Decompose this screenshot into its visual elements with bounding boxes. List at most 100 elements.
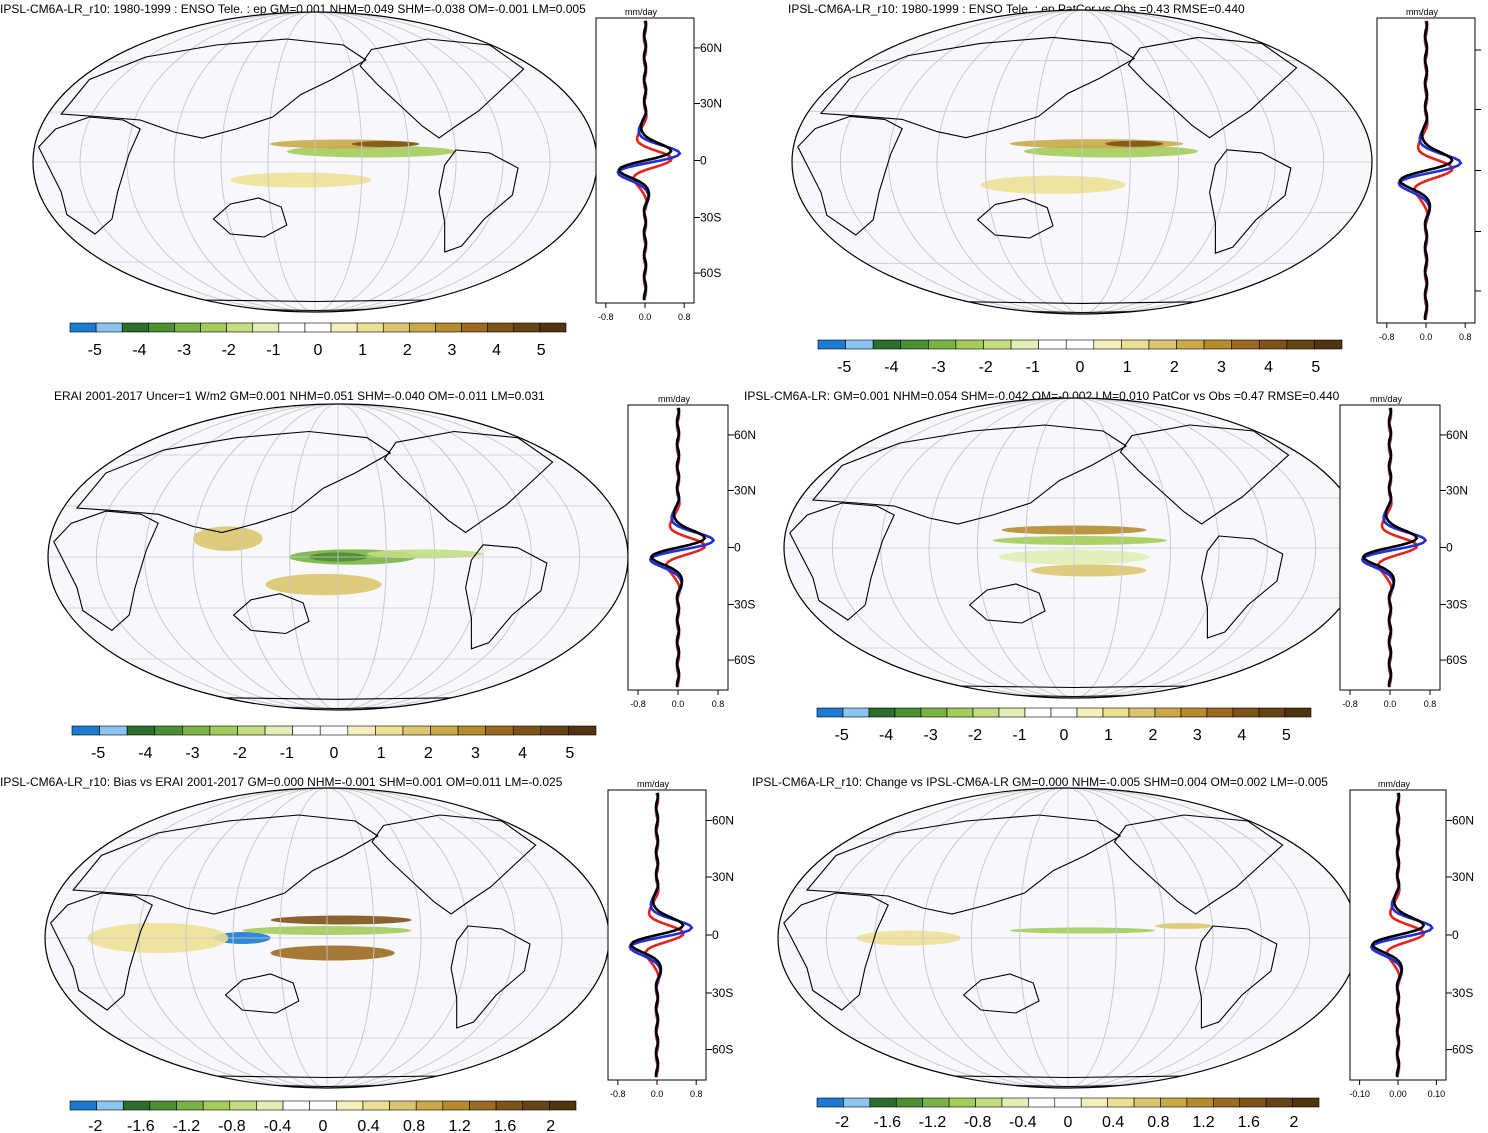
colorbar-swatch [457,725,486,736]
colorbar-label: 3 [1193,727,1202,744]
coastline [976,197,1054,239]
colorbar-label: -2 [835,1114,849,1131]
colorbar-label: -4 [884,359,898,376]
colorbar-swatch [69,1100,97,1111]
anomaly-region [1010,927,1155,934]
lat-tick-label: 60S [1446,653,1467,667]
coastline [75,430,392,534]
coastline [962,973,1040,1014]
coastline [60,38,367,139]
colorbar-label: 1 [358,342,367,359]
colorbar-swatch [309,1100,337,1111]
colorbar-swatch [292,725,321,736]
lat-tick-label: 0 [734,541,741,555]
colorbar-label: -0.4 [264,1118,292,1133]
lat-tick-label: 30N [712,870,734,884]
colorbar-swatch [946,707,974,718]
profile-unit-label: mm/day [658,394,691,404]
lat-tick-label: 60N [700,41,722,55]
panel-3: mm/day 60N 30N 0 30S 60S -0.8 0.0 0.8 -5 -4 -3 -2 -1 0… [47,394,756,762]
profile-x-tick-label: -0.8 [1379,332,1395,342]
profile-line-mean [629,792,685,1078]
colorbar-swatch [1038,339,1067,350]
coastline [359,38,525,139]
colorbar-label: -5 [88,342,102,359]
lat-tick-label: 30S [1446,598,1467,612]
colorbar-swatch [435,322,462,333]
colorbar-swatch [1107,1097,1135,1108]
lat-tick-label: 60S [700,266,721,280]
coastline [72,814,379,915]
colorbar-swatch [920,707,948,718]
colorbar-label: 1.2 [448,1118,470,1133]
colorbar-swatch [126,725,156,736]
colorbar-swatch [282,1100,310,1111]
colorbar-swatch [1213,1097,1241,1108]
profile-x-tick-label: 0.8 [712,699,725,709]
profile-line-mean [649,407,707,688]
colorbar-swatch [99,725,128,736]
profile-unit-label: mm/day [637,779,670,789]
colorbar-swatch [1001,1097,1029,1108]
colorbar-swatch [894,707,922,718]
colorbar-label: -1 [1012,727,1026,744]
colorbar-label: 1.6 [1238,1114,1260,1131]
colorbar-swatch [928,339,957,350]
profile-x-tick-label: 0.0 [651,1089,664,1099]
colorbar-swatch [1176,339,1205,350]
colorbar-label: 4 [492,342,501,359]
profile-unit-label: mm/day [625,7,658,17]
profile-unit-label: mm/day [1378,779,1411,789]
anomaly-region [193,526,263,551]
colorbar-swatch [1076,707,1104,718]
colorbar-swatch [512,725,542,736]
colorbar-swatch [817,339,846,350]
colorbar-swatch [948,1097,976,1108]
coastline [1201,535,1284,639]
colorbar-swatch [895,1097,923,1108]
profile-line-mean [1361,407,1419,688]
colorbar-label: 1.2 [1192,1114,1214,1131]
colorbar-swatch [202,1100,231,1111]
colorbar-label: -5 [837,359,851,376]
colorbar-label: -2 [233,745,247,762]
colorbar-swatch [442,1100,470,1111]
lat-tick-label: 30N [700,97,722,111]
profile-x-tick-label: -0.8 [1342,699,1358,709]
colorbar-swatch [485,725,514,736]
colorbar-swatch [1121,339,1150,350]
coastline [819,36,1136,139]
coastline [438,149,519,253]
anomaly-region [367,549,483,559]
colorbar-swatch [1232,707,1260,718]
colorbar-swatch [122,1100,151,1111]
anomaly-region [1030,564,1147,577]
coastline [37,116,141,235]
colorbar-swatch [1102,707,1130,718]
lat-tick-label: 60N [1452,813,1474,827]
lat-tick-label: 60N [712,813,734,827]
colorbar-swatch [495,1100,524,1111]
colorbar-label: -2 [979,359,993,376]
colorbar-swatch [1028,1097,1056,1108]
profile-unit-label: mm/day [1406,7,1439,17]
lat-tick-label: 30S [712,986,733,1000]
panel-title-6: IPSL-CM6A-LR_r10: Change vs IPSL-CM6A-LR… [752,775,1328,789]
colorbar-swatch [1186,1097,1214,1108]
colorbar-label: 0.8 [1147,1114,1169,1131]
colorbar-label: 0.4 [357,1118,379,1133]
colorbar-swatch [1206,707,1234,718]
coastline [797,115,903,236]
colorbar-swatch [182,725,211,736]
profile-x-tick-label: 0.8 [1459,332,1472,342]
lat-tick-label: 30N [1446,484,1468,498]
colorbar-swatch [972,707,1000,718]
colorbar-label: 3 [447,342,456,359]
colorbar-swatch [402,725,431,736]
colorbar-swatch [71,725,100,736]
lat-tick-label: 30N [734,484,756,498]
colorbar-swatch [1154,707,1182,718]
colorbar-swatch [174,322,201,333]
colorbar-swatch [356,322,384,333]
colorbar-label: 5 [537,342,546,359]
